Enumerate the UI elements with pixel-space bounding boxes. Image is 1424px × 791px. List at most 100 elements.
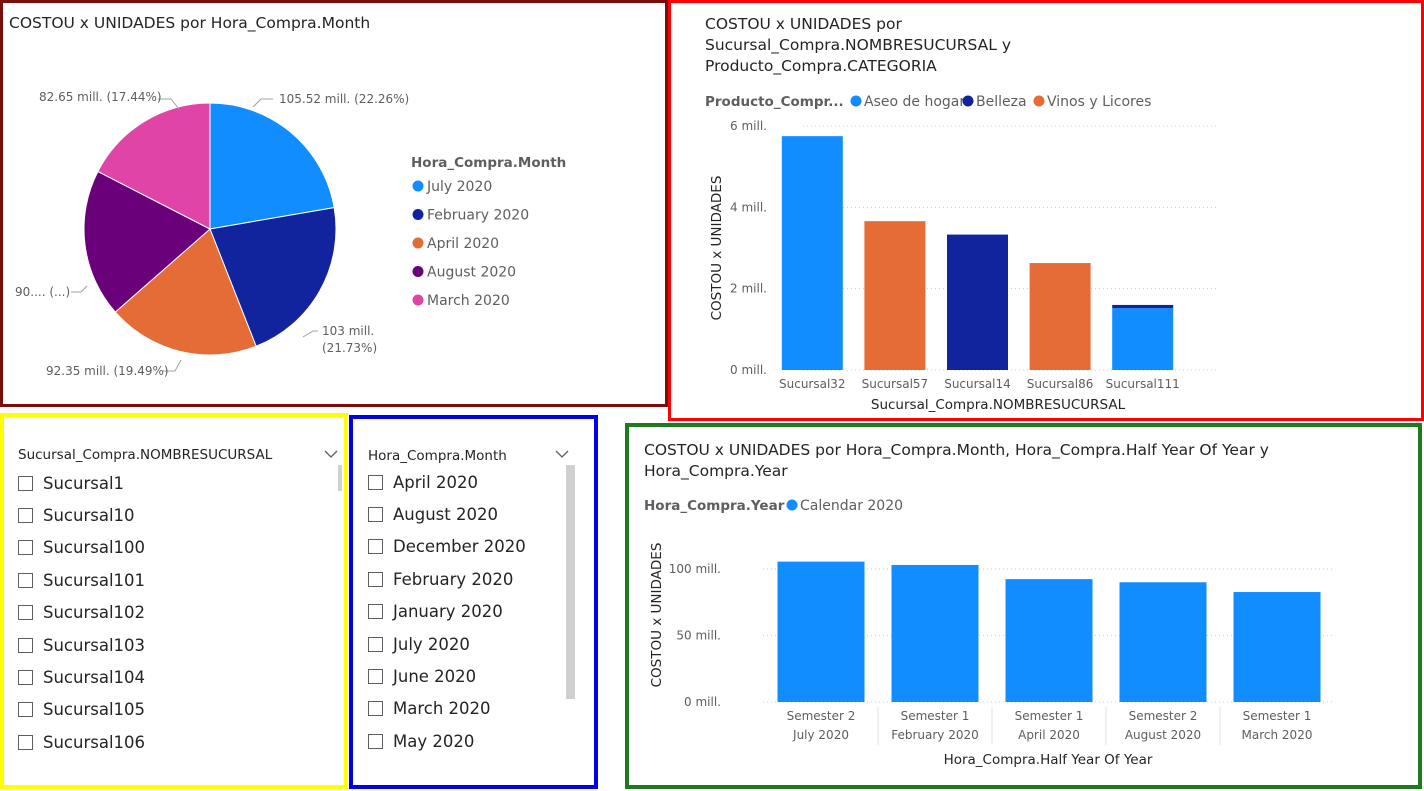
checkbox[interactable] (18, 734, 33, 750)
checkbox[interactable] (18, 572, 33, 588)
bar-segment[interactable] (1112, 304, 1174, 309)
month-slicer-item[interactable]: April 2020 (368, 470, 478, 494)
sucursal-slicer-item[interactable]: Sucursal105 (18, 698, 145, 722)
pie-legend-marker (412, 294, 424, 306)
pie-leader-line (158, 98, 180, 110)
sucursal-slicer-scrollbar[interactable] (338, 465, 342, 491)
bar-chart-title-line: COSTOU x UNIDADES por (705, 15, 902, 33)
chevron-down-icon[interactable] (555, 450, 569, 459)
bar-legend-item: Aseo de hogar (864, 94, 965, 110)
checkbox[interactable] (18, 605, 33, 621)
pie-legend-item: July 2020 (426, 179, 492, 195)
bar-y-axis-label: COSTOU x UNIDADES (709, 176, 725, 321)
month-slicer-item[interactable]: March 2020 (368, 697, 491, 721)
bar-legend-item: Belleza (976, 94, 1027, 110)
checkbox[interactable] (368, 636, 383, 652)
sucursal-slicer-item[interactable]: Sucursal1 (18, 471, 124, 495)
sucursal-slicer-item-label: Sucursal106 (43, 732, 146, 752)
sucursal-slicer-item[interactable]: Sucursal100 (18, 536, 145, 560)
pie-chart-panel[interactable]: COSTOU x UNIDADES por Hora_Compra.Month … (0, 0, 668, 407)
month-slicer-item[interactable]: February 2020 (368, 567, 513, 591)
column-x-tick-label: April 2020 (1018, 728, 1080, 742)
bar-segment[interactable] (1029, 263, 1091, 370)
bar-segment[interactable] (781, 136, 843, 370)
column-x-axis-label: Hora_Compra.Half Year Of Year (944, 752, 1153, 768)
bar-legend-marker (1033, 95, 1045, 107)
bar-y-tick-label: 4 mill. (730, 200, 767, 214)
column-legend-marker (786, 499, 798, 511)
bar-segment[interactable] (864, 221, 926, 370)
checkbox[interactable] (18, 637, 33, 653)
month-slicer-item-label: July 2020 (393, 634, 470, 654)
sucursal-slicer-item[interactable]: Sucursal103 (18, 633, 145, 657)
bar-chart-title: COSTOU x UNIDADES por Sucursal_Compra.NO… (705, 14, 1011, 77)
sucursal-slicer-item[interactable]: Sucursal106 (18, 730, 145, 754)
column-y-tick-label: 0 mill. (684, 695, 721, 709)
sucursal-slicer[interactable]: Sucursal_Compra.NOMBRESUCURSAL Sucursal1… (0, 413, 348, 789)
month-slicer[interactable]: Hora_Compra.Month April 2020 August 2020 D… (349, 415, 598, 789)
checkbox[interactable] (368, 701, 383, 717)
bar-y-tick-label: 6 mill. (730, 119, 767, 133)
checkbox[interactable] (18, 507, 33, 523)
column-bar[interactable] (1005, 579, 1093, 702)
column-bar[interactable] (777, 561, 865, 702)
bar-legend-title: Producto_Compr... (705, 94, 844, 110)
month-slicer-item[interactable]: January 2020 (368, 600, 503, 624)
checkbox[interactable] (18, 702, 33, 718)
month-slicer-item[interactable]: June 2020 (368, 664, 476, 688)
month-slicer-list: April 2020 August 2020 December 2020 Februa… (368, 470, 563, 770)
bar-x-tick-label: Sucursal111 (1106, 377, 1180, 391)
checkbox[interactable] (18, 475, 33, 491)
checkbox[interactable] (368, 733, 383, 749)
pie-leader-line (302, 330, 318, 338)
pie-slice[interactable] (114, 228, 257, 356)
bar-legend-marker (962, 95, 974, 107)
column-chart-panel[interactable]: COSTOU x UNIDADES por Hora_Compra.Month,… (625, 423, 1422, 789)
sucursal-slicer-list: Sucursal1 Sucursal10 Sucursal100 Sucursal10… (18, 471, 328, 771)
month-slicer-item[interactable]: December 2020 (368, 535, 526, 559)
pie-slice[interactable] (209, 102, 335, 230)
bar-segment[interactable] (947, 234, 1008, 370)
checkbox[interactable] (368, 604, 383, 620)
bar-x-tick-label: Sucursal57 (862, 377, 929, 391)
column-bar[interactable] (891, 564, 979, 702)
column-x-tick-label: March 2020 (1242, 728, 1313, 742)
month-slicer-item[interactable]: July 2020 (368, 632, 470, 656)
checkbox[interactable] (368, 474, 383, 490)
sucursal-slicer-item[interactable]: Sucursal102 (18, 601, 145, 625)
month-slicer-item[interactable]: August 2020 (368, 502, 498, 526)
checkbox[interactable] (18, 540, 33, 556)
checkbox[interactable] (368, 668, 383, 684)
chevron-down-icon[interactable] (324, 450, 338, 459)
sucursal-slicer-item-label: Sucursal100 (43, 538, 146, 558)
pie-slice[interactable] (97, 102, 211, 230)
pie-chart[interactable]: 105.52 mill. (22.26%) 103 mill. (21.73%) 90… (3, 3, 665, 404)
checkbox[interactable] (368, 539, 383, 555)
bar-y-tick-label: 0 mill. (730, 363, 767, 377)
column-bar[interactable] (1233, 592, 1321, 702)
sucursal-slicer-item[interactable]: Sucursal104 (18, 665, 145, 689)
pie-slice[interactable] (83, 170, 211, 313)
checkbox[interactable] (368, 506, 383, 522)
stacked-bar-chart[interactable]: Producto_Compr... Aseo de hogar Belleza Vin… (671, 3, 1421, 418)
bar-segment[interactable] (1112, 308, 1174, 370)
bar-x-axis-label: Sucursal_Compra.NOMBRESUCURSAL (871, 397, 1126, 413)
month-slicer-item-label: December 2020 (393, 537, 526, 557)
column-x-tick-label: Semester 2 (787, 709, 856, 723)
column-bar[interactable] (1119, 582, 1207, 702)
column-chart[interactable]: Hora_Compra.Year Calendar 2020 0 mill. 50 m… (629, 427, 1418, 785)
sucursal-slicer-item[interactable]: Sucursal101 (18, 568, 145, 592)
pie-leader-line (252, 98, 273, 108)
pie-legend-item: March 2020 (427, 293, 510, 309)
checkbox[interactable] (368, 571, 383, 587)
column-x-tick-label: Semester 1 (1015, 709, 1084, 723)
column-y-axis-label: COSTOU x UNIDADES (649, 543, 665, 688)
checkbox[interactable] (18, 669, 33, 685)
column-x-tick-label: Semester 1 (901, 709, 970, 723)
stacked-bar-chart-panel[interactable]: COSTOU x UNIDADES por Sucursal_Compra.NO… (668, 0, 1424, 421)
sucursal-slicer-item[interactable]: Sucursal10 (18, 503, 135, 527)
month-slicer-item[interactable]: May 2020 (368, 729, 474, 753)
pie-slice[interactable] (209, 207, 337, 347)
column-x-tick-label: August 2020 (1125, 728, 1201, 742)
month-slicer-scrollbar[interactable] (566, 465, 575, 699)
